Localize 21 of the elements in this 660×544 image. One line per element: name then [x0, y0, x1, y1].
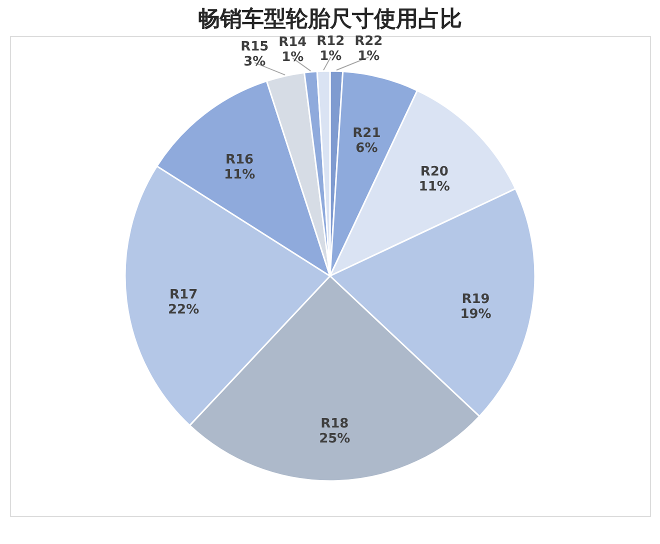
slice-label: R15: [240, 40, 269, 55]
data-label: 1%: [282, 50, 304, 66]
slice-label: R19: [462, 292, 490, 308]
data-label: 6%: [356, 141, 378, 156]
slice-label: R20: [420, 164, 448, 180]
slice-label: R18: [320, 416, 349, 432]
data-label: 25%: [319, 432, 350, 447]
slice-label: R17: [170, 288, 198, 302]
data-label: 19%: [460, 307, 492, 322]
data-label: 3%: [244, 54, 266, 70]
data-label: 1%: [358, 49, 380, 64]
data-label: 11%: [418, 180, 450, 195]
data-label: 11%: [224, 167, 256, 182]
data-label: 1%: [320, 49, 342, 64]
chart-title: 畅销车型轮胎尺寸使用占比: [198, 6, 462, 32]
slice-label: R16: [225, 152, 254, 168]
slice-label: R12: [316, 34, 345, 50]
slice-label: R22: [354, 34, 383, 50]
slice-label: R14: [278, 35, 307, 50]
data-label: 22%: [168, 302, 200, 318]
slice-label: R21: [352, 126, 381, 142]
